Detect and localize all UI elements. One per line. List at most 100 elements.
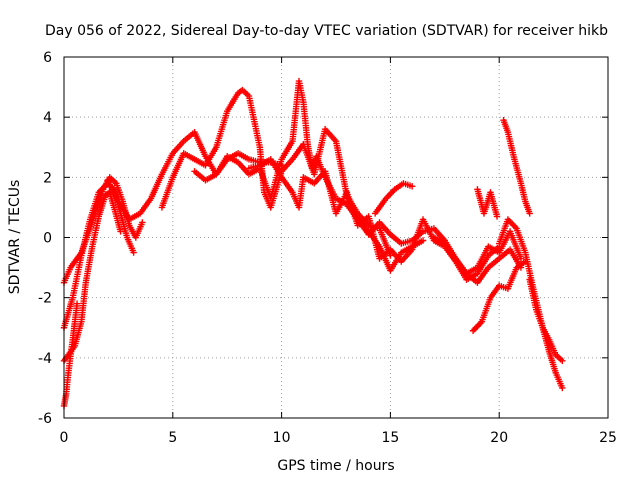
chart-title: Day 056 of 2022, Sidereal Day-to-day VTE… [45,23,608,39]
series-trace-segment [377,220,393,236]
series-trace-segment [323,127,338,143]
series-trace-segment [116,200,132,221]
y-axis-label: SDTVAR / TECUs [7,180,23,295]
y-tick-label: 6 [43,50,52,66]
series-trace-segment [384,187,397,201]
series-trace-segment [111,206,124,233]
series-trace-segment [505,131,518,161]
series-arc-10 [371,180,416,217]
x-axis-ticks: 0 5 10 15 20 25 [60,57,617,446]
series-arc-11 [430,234,525,286]
series-trace-segment [399,248,414,264]
data-point [559,357,566,365]
series-trace-segment [410,229,425,243]
series-trace-segment [69,302,80,341]
y-tick-label: -6 [38,411,52,427]
grid-lines [64,57,608,418]
data-point [559,384,566,392]
series-trace-segment [333,140,350,197]
series-trace-segment [203,146,219,167]
series-trace-segment [526,278,539,311]
series-trace-segment [268,158,284,179]
series-trace-segment [213,110,230,149]
series-trace-segment [475,266,491,284]
series-trace-segment [78,281,89,323]
series-trace-segment [78,218,93,257]
data-point [517,255,525,262]
x-tick-label: 5 [168,430,177,446]
x-tick-label: 0 [60,430,69,446]
series-trace-segment [507,230,524,260]
series-trace-segment [486,256,501,270]
series-arc-8 [245,156,503,283]
series-trace-segment [279,140,295,161]
series-trace-segment [117,212,130,239]
series-trace-segment [533,308,546,329]
series-trace-segment [373,197,388,215]
series-arc-3 [60,189,124,365]
series-trace-segment [204,172,218,183]
series-trace-segment [393,181,405,192]
series-trace-segment [105,179,121,203]
series-trace-segment [89,215,102,248]
series-trace-segment [518,182,528,203]
series-trace-segment [498,283,509,292]
series-trace-segment [553,371,565,389]
series-trace-segment [61,353,71,363]
series-trace-segment [246,95,263,149]
series-arc-16 [526,276,566,365]
series-trace-segment [225,154,240,165]
series-trace-segment [61,392,70,408]
series-trace-segment [279,157,295,173]
series-trace-segment [505,266,519,290]
series-trace-segment [103,190,112,198]
series-trace-segment [214,155,230,176]
series-trace-segment [442,242,458,260]
x-tick-label: 25 [599,430,617,446]
data-series [60,77,566,410]
series-trace-segment [61,266,73,284]
series-trace-segment [296,176,307,209]
data-point [526,210,533,217]
series-trace-segment [511,158,524,185]
series-trace-segment [475,254,491,275]
data-point [419,237,427,244]
series-trace-segment [496,218,511,245]
series-arc-14 [500,116,533,217]
series-trace-segment [501,118,511,134]
series-trace-segment [69,254,85,299]
series-trace-segment [193,169,207,183]
series-trace-segment [68,251,84,269]
series-trace-segment [479,296,493,323]
series-trace-segment [432,226,447,242]
series-trace-segment [515,259,527,270]
series-trace-segment [279,176,295,194]
series-trace-segment [127,211,142,222]
series-trace-segment [65,338,76,374]
series-trace-segment [506,217,519,231]
series-trace-segment [488,284,502,300]
series-trace-segment [82,245,96,284]
series-trace-segment [236,87,245,96]
series-trace-segment [148,173,165,200]
y-tick-label: 4 [43,110,52,126]
series-trace-segment [301,175,316,186]
series-trace-segment [193,157,207,168]
series-trace-segment [432,235,447,246]
y-tick-label: 2 [43,170,52,186]
series-trace-segment [471,320,484,333]
data-point [117,228,124,235]
series-trace-segment [258,157,273,168]
series-trace-segment [192,131,208,158]
series-trace-segment [540,326,552,341]
series-trace-segment [124,236,136,254]
y-tick-label: -4 [38,351,52,367]
x-tick-label: 15 [381,430,399,446]
series-trace-segment [159,176,176,209]
series-trace-segment [322,170,339,215]
series-trace-segment [170,152,186,179]
series-trace-segment [138,197,153,215]
y-tick-label: -2 [38,291,52,307]
series-trace-segment [300,101,311,146]
x-tick-label: 10 [273,430,291,446]
